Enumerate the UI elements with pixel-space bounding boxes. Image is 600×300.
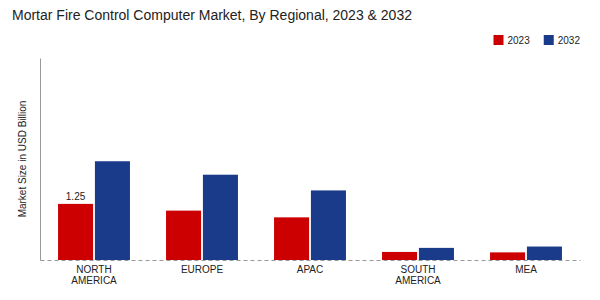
baseline [41, 260, 581, 261]
bar [382, 252, 417, 260]
bar [311, 190, 346, 260]
x-tick: MEA [515, 260, 537, 275]
bar [274, 217, 309, 260]
x-tick-label: APAC [297, 264, 324, 275]
x-tick-label: MEA [515, 264, 537, 275]
bar [166, 211, 201, 260]
y-axis [40, 59, 41, 261]
bar [527, 247, 562, 260]
bar [95, 161, 130, 260]
legend: 2023 2032 [494, 35, 581, 46]
legend-item: 2023 [494, 35, 531, 46]
y-axis-line [40, 59, 41, 261]
annotation: 1.25 [66, 191, 86, 202]
bar [490, 252, 525, 260]
x-tick: SOUTHAMERICA [395, 260, 441, 286]
bar [58, 204, 93, 260]
x-tick: NORTHAMERICA [71, 260, 117, 286]
legend-item: 2032 [544, 35, 581, 46]
bar [419, 248, 454, 260]
x-tick: EUROPE [181, 260, 224, 275]
plot: NORTHAMERICA EUROPE APAC SOUTHAMERICA MEA 1.2… [41, 59, 581, 287]
x-tick-label: EUROPE [181, 264, 224, 275]
legend-label: 2023 [508, 35, 531, 46]
y-axis-label: Market Size in USD Billion [17, 101, 28, 218]
x-tick: APAC [297, 260, 324, 275]
x-tick-label: NORTHAMERICA [71, 264, 117, 286]
title: Mortar Fire Control Computer Market, By … [12, 7, 412, 23]
legend-label: 2032 [558, 35, 581, 46]
bars [58, 161, 562, 260]
bar [203, 175, 238, 260]
legend-swatch [544, 35, 554, 45]
x-axis: NORTHAMERICA EUROPE APAC SOUTHAMERICA MEA [41, 260, 581, 286]
legend-swatch [494, 35, 504, 45]
x-tick-label: SOUTHAMERICA [395, 264, 441, 286]
chart: Mortar Fire Control Computer Market, By … [0, 0, 600, 300]
